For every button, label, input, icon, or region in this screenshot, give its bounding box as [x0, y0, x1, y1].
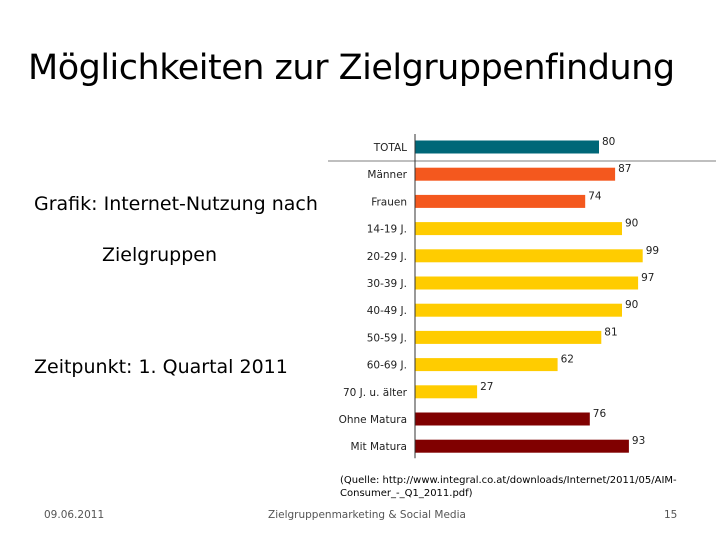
- category-label-3: 14-19 J.: [367, 224, 407, 236]
- chart-description: Grafik: Internet-Nutzung nach: [34, 193, 318, 215]
- value-label-4: 99: [646, 245, 659, 257]
- category-label-2: Frauen: [371, 196, 407, 208]
- bar-0: [415, 140, 599, 154]
- value-label-6: 90: [625, 299, 638, 311]
- value-label-11: 93: [632, 435, 645, 447]
- bar-2: [415, 194, 586, 208]
- category-label-7: 50-59 J.: [367, 332, 407, 344]
- bar-3: [415, 222, 622, 236]
- value-label-2: 74: [588, 190, 602, 202]
- bar-11: [415, 439, 629, 453]
- bar-1: [415, 167, 616, 181]
- value-label-10: 76: [593, 408, 607, 420]
- chart-description-continued: Zielgruppen: [102, 244, 218, 266]
- category-label-4: 20-29 J.: [367, 251, 407, 263]
- bar-chart: TOTAL 80 Männer 87 Frauen 74 14-19 J. 90 20-29 J…: [328, 134, 716, 459]
- category-label-0: TOTAL: [373, 142, 407, 154]
- value-label-3: 90: [625, 218, 638, 230]
- value-label-9: 27: [480, 381, 493, 393]
- value-label-5: 97: [641, 272, 654, 284]
- bar-10: [415, 412, 590, 426]
- category-label-9: 70 J. u. älter: [343, 387, 408, 399]
- footer-date: 09.06.2011: [44, 509, 105, 521]
- value-label-7: 81: [604, 326, 617, 338]
- category-label-11: Mit Matura: [351, 441, 407, 453]
- value-label-0: 80: [602, 136, 615, 148]
- footer-title: Zielgruppenmarketing & Social Media: [268, 509, 466, 521]
- bar-6: [415, 303, 622, 317]
- bar-4: [415, 249, 643, 263]
- page-number: 15: [664, 509, 678, 521]
- category-label-10: Ohne Matura: [339, 414, 407, 426]
- category-label-6: 40-49 J.: [367, 305, 407, 317]
- bar-5: [415, 276, 639, 290]
- source-note: (Quelle: http://www.integral.co.at/downl…: [340, 475, 677, 499]
- slide-title: Möglichkeiten zur Zielgruppenfindung: [28, 48, 675, 88]
- bar-8: [415, 358, 558, 372]
- bar-7: [415, 330, 602, 344]
- value-label-1: 87: [618, 163, 631, 175]
- time-period-text: Zeitpunkt: 1. Quartal 2011: [34, 356, 288, 378]
- bar-9: [415, 385, 478, 399]
- category-label-8: 60-69 J.: [367, 360, 407, 372]
- category-label-5: 30-39 J.: [367, 278, 407, 290]
- category-label-1: Männer: [367, 169, 407, 181]
- value-label-8: 62: [561, 354, 574, 366]
